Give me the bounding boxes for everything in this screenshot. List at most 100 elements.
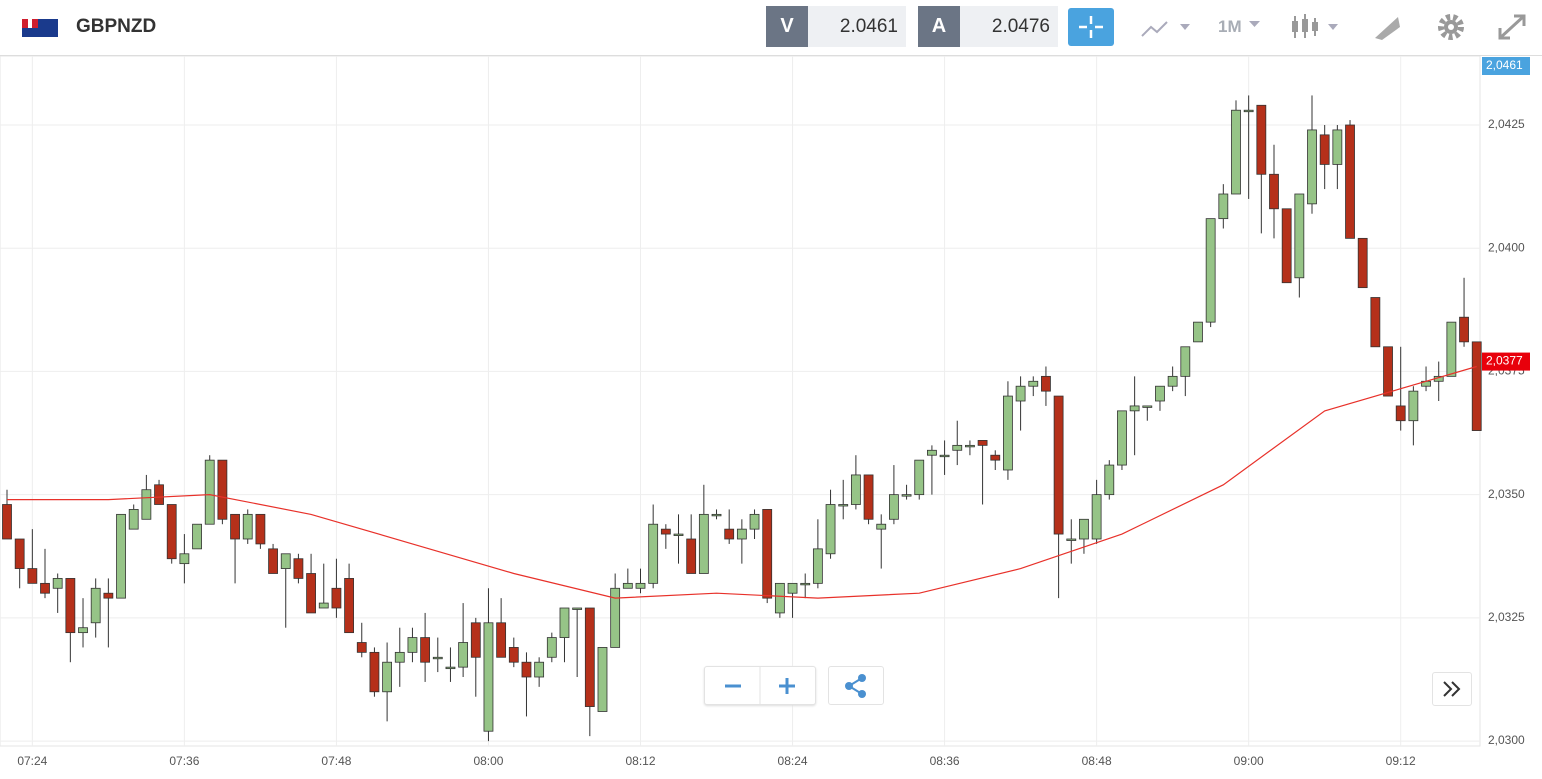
candle [458,603,469,677]
candle [863,474,874,525]
last-price-tag [1482,352,1530,371]
x-tick-label: 09:00 [1234,754,1264,768]
y-tick-label: 2,0325 [1488,610,1525,624]
candle-body [27,568,38,584]
timeframe[interactable]: 1M [1218,17,1242,36]
share-icon [845,674,866,698]
candle-body [800,582,811,586]
candle-body [648,523,659,584]
scroll-icon [1443,681,1461,697]
candle-body [749,513,760,530]
symbol: GBPNZD [76,16,157,37]
candle [90,578,101,638]
candle-body [825,504,836,555]
candle-body [1395,405,1406,422]
candle-body [1142,405,1153,408]
candle-body [1041,375,1051,392]
candle-body [812,548,823,584]
chart-type-button[interactable] [1140,14,1192,40]
expand-button[interactable] [1496,12,1528,42]
candle-body [103,592,114,599]
candle-body [1281,208,1292,284]
candle-body [496,622,507,658]
candle [331,558,342,618]
candle [1383,346,1393,397]
candle [1256,104,1267,234]
toolbar: GBPNZD V 2.0461 A 2.0476 1M [0,0,1542,56]
candle [698,484,709,574]
candle-body [445,666,456,670]
share-button[interactable] [828,666,884,705]
ask-label: A [918,6,960,47]
candle [572,607,583,677]
candle-body [774,582,785,614]
candle-body [508,647,519,663]
candle [927,445,937,495]
candle-body [40,582,50,594]
candle-body [952,444,963,451]
candle-body [344,578,354,634]
x-tick-label: 07:48 [321,754,351,768]
candle [1129,376,1140,456]
bid-box[interactable] [808,6,906,47]
settings-button[interactable] [1436,12,1466,42]
candle [14,538,25,589]
candle-body [876,523,887,530]
candle [318,563,329,609]
candle-body [1028,380,1039,387]
candle [179,534,190,584]
candle-body [204,459,215,525]
candle [889,465,899,525]
candle [192,523,202,550]
candle [1079,518,1089,554]
last-price-tag-label: 2,0377 [1486,354,1523,368]
candle [736,519,747,564]
candle [1218,184,1229,229]
candle-body [280,553,291,569]
candle [1459,277,1469,347]
candle [1319,125,1330,190]
candle [1066,519,1077,564]
candle [1294,193,1305,298]
candle-body [1104,464,1115,496]
candle-body [192,523,202,550]
candle [1180,346,1191,397]
candle [521,652,532,717]
scroll-right-button[interactable] [1432,672,1472,706]
candle [914,459,925,500]
x-tick-label: 08:36 [930,754,960,768]
candle [1281,208,1292,284]
candle-body [407,637,418,653]
candle [280,553,291,628]
candle [217,459,228,525]
candle [774,582,785,618]
candle [166,504,177,564]
candle [1370,297,1381,348]
candle [1357,237,1368,289]
candle-body [331,587,342,609]
candle [483,588,494,742]
candle [52,573,63,613]
y-tick-label: 2,0300 [1488,733,1525,747]
candle-body [559,607,570,638]
ask-box[interactable] [960,6,1058,47]
candle-body [141,489,152,520]
candle-body [1256,104,1267,175]
candle [660,524,671,549]
candle-body [1180,346,1191,377]
candle-body [1231,109,1241,195]
candle [1231,100,1241,195]
bid: 2.0461 [839,16,898,37]
candle [952,420,963,466]
candle [116,513,126,599]
candle [622,568,633,589]
ask: 2.0476 [991,16,1050,37]
candle [1205,218,1216,328]
draw-button[interactable] [1372,12,1402,42]
candles-button[interactable] [1290,12,1346,42]
crosshair-button[interactable] [1068,8,1114,46]
zoom-in[interactable] [779,678,795,694]
candle [1446,321,1457,377]
candle [420,612,431,682]
